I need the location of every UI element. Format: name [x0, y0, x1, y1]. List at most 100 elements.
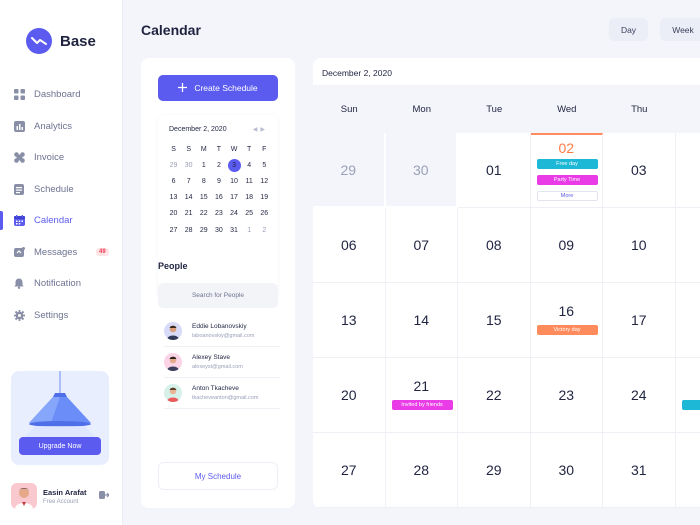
chevron-left-icon[interactable]: ◀ — [252, 127, 261, 133]
logout-icon[interactable] — [98, 487, 110, 505]
search-people-input[interactable] — [158, 283, 278, 308]
mini-day[interactable]: 30 — [184, 161, 193, 169]
mini-day[interactable]: 10 — [230, 177, 238, 185]
chevron-right-icon[interactable]: ▶ — [260, 127, 268, 133]
mini-day[interactable]: 7 — [186, 177, 191, 185]
sidebar-item-dashboard[interactable]: Dashboard — [0, 79, 123, 111]
sidebar-item-schedule[interactable]: Schedule — [0, 174, 123, 206]
mini-day[interactable]: 29 — [169, 161, 178, 169]
day-cell[interactable]: 08 — [458, 208, 531, 283]
mini-day[interactable]: 2 — [262, 226, 267, 234]
day-cell[interactable]: 28 — [385, 433, 458, 508]
create-schedule-label: Create Schedule — [194, 83, 258, 93]
mini-day[interactable]: 14 — [184, 194, 193, 202]
day-cell[interactable]: 27 — [313, 433, 386, 508]
day-cell[interactable]: 30 — [385, 133, 458, 208]
weekday-label: F — [262, 145, 267, 153]
day-cell[interactable]: 30 — [530, 433, 603, 508]
day-cell[interactable]: 15 — [458, 283, 531, 358]
person-item[interactable]: Eddie Lobanovskiy laboanovskiy@gmail.com — [164, 316, 280, 347]
day-cell[interactable]: 09 — [530, 208, 603, 283]
mini-day[interactable]: 11 — [245, 177, 253, 185]
mini-day[interactable]: 24 — [230, 210, 238, 218]
day-number: 03 — [630, 162, 647, 178]
mini-day[interactable]: 29 — [199, 226, 208, 234]
event-free-day[interactable]: Free day — [536, 159, 598, 169]
event-victory-day[interactable]: Victory day — [536, 325, 598, 335]
mini-day-selected[interactable]: 3 — [227, 157, 242, 173]
mini-day[interactable]: 26 — [260, 210, 269, 218]
day-cell[interactable] — [675, 433, 700, 508]
view-day-button[interactable]: Day — [609, 18, 648, 41]
mini-day[interactable]: 12 — [260, 177, 269, 185]
user-profile[interactable]: Easin Arafat Free Account — [11, 482, 115, 510]
day-cell-today[interactable]: 02 Free day Party Time More — [530, 133, 603, 208]
day-cell[interactable]: 14 — [385, 283, 458, 358]
grid-icon — [13, 89, 25, 101]
mini-day[interactable]: 8 — [201, 177, 206, 185]
sidebar-item-messages[interactable]: Messages 49 — [0, 237, 123, 269]
mini-day[interactable]: 15 — [199, 194, 208, 202]
mini-day[interactable]: 20 — [169, 210, 178, 218]
mini-day[interactable]: 30 — [215, 226, 223, 234]
day-cell[interactable]: 10 — [603, 208, 676, 283]
event-party-time[interactable]: Party Time — [536, 175, 598, 185]
day-cell[interactable]: 13 — [313, 283, 386, 358]
person-item[interactable]: Alexey Stave alexeyst@gmail.com — [164, 347, 280, 378]
mini-day[interactable]: 19 — [260, 194, 269, 202]
mini-day[interactable]: 13 — [169, 194, 178, 202]
day-cell[interactable]: 31 — [603, 433, 676, 508]
upgrade-now-button[interactable]: Upgrade Now — [19, 437, 101, 455]
day-cell[interactable]: 07 — [385, 208, 458, 283]
weekday-label: Thu — [631, 103, 648, 115]
sidebar-item-analytics[interactable]: Analytics — [0, 111, 123, 143]
mini-day[interactable]: 2 — [216, 161, 221, 169]
day-cell[interactable]: 29 — [458, 433, 531, 508]
brand[interactable]: Base — [26, 28, 96, 54]
mini-day[interactable]: 28 — [184, 226, 193, 234]
mini-day[interactable]: 22 — [199, 210, 208, 218]
person-email: laboanovskiy@gmail.com — [192, 333, 255, 339]
day-cell[interactable] — [675, 358, 700, 433]
sidebar-item-invoice[interactable]: Invoice — [0, 142, 123, 174]
create-schedule-button[interactable]: Create Schedule — [158, 75, 278, 101]
mini-day[interactable]: 25 — [245, 210, 254, 218]
sidebar-item-calendar[interactable]: Calendar — [0, 205, 123, 237]
day-cell[interactable] — [675, 133, 700, 208]
mini-day[interactable]: 6 — [171, 177, 176, 185]
day-cell[interactable]: 01 — [458, 133, 531, 208]
day-cell[interactable]: 16 Victory day — [530, 283, 603, 358]
mini-day[interactable]: 27 — [169, 226, 178, 234]
day-cell[interactable]: 06 — [313, 208, 386, 283]
mini-day[interactable]: 4 — [247, 161, 252, 169]
day-cell[interactable]: 20 — [313, 358, 386, 433]
day-cell[interactable]: 23 — [530, 358, 603, 433]
person-item[interactable]: Anton Tkacheve tkacheveanton@gmail.com — [164, 378, 280, 409]
mini-day[interactable]: 1 — [247, 226, 252, 234]
mini-day[interactable]: 17 — [230, 194, 238, 202]
day-cell[interactable] — [675, 208, 700, 283]
event-invited-by-friends[interactable]: Invited by friends — [391, 400, 453, 410]
weekday-label: Sun — [340, 103, 358, 115]
event-truncated[interactable] — [681, 400, 700, 410]
mini-day[interactable]: 9 — [216, 177, 221, 185]
sidebar-item-settings[interactable]: Settings — [0, 300, 123, 332]
mini-day[interactable]: 5 — [262, 161, 267, 169]
view-week-button[interactable]: Week — [660, 18, 700, 41]
day-cell[interactable]: 21 Invited by friends — [385, 358, 458, 433]
sidebar-item-notification[interactable]: Notification — [0, 268, 123, 300]
day-cell[interactable] — [675, 283, 700, 358]
mini-day[interactable]: 16 — [215, 194, 223, 202]
more-events-button[interactable]: More — [536, 191, 598, 201]
day-cell[interactable]: 22 — [458, 358, 531, 433]
mini-day[interactable]: 18 — [245, 194, 254, 202]
mini-day[interactable]: 31 — [230, 226, 238, 234]
mini-day[interactable]: 23 — [215, 210, 223, 218]
day-cell[interactable]: 24 — [603, 358, 676, 433]
day-cell[interactable]: 29 — [313, 133, 386, 208]
my-schedule-button[interactable]: My Schedule — [158, 462, 278, 490]
mini-day[interactable]: 21 — [184, 210, 193, 218]
day-cell[interactable]: 17 — [603, 283, 676, 358]
mini-day[interactable]: 1 — [201, 161, 206, 169]
day-cell[interactable]: 03 — [603, 133, 676, 208]
